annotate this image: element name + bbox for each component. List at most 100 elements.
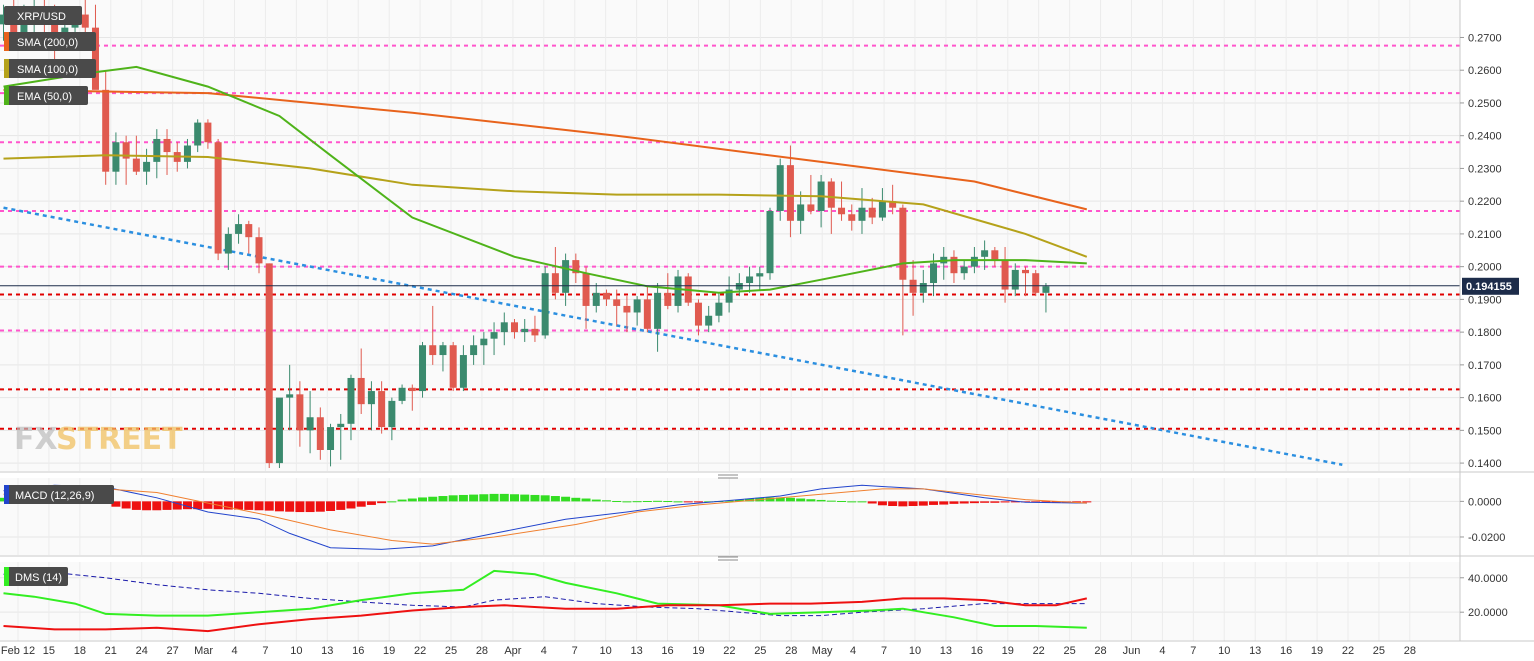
candle-down [408, 384, 416, 411]
candle-body [725, 289, 733, 303]
dms-indicator [3, 569, 1088, 633]
time-tick-label: 13 [630, 645, 642, 657]
candle-down [694, 299, 702, 336]
candle-up [654, 283, 662, 352]
macd-histogram-bar [520, 494, 530, 502]
sma100-tag[interactable]: SMA (100,0) [4, 59, 96, 78]
svg-text:EMA (50,0): EMA (50,0) [17, 91, 72, 103]
candle-body [521, 328, 529, 333]
candle-body [756, 273, 764, 277]
macd-histogram-bar [142, 501, 152, 511]
candle-up [858, 188, 866, 234]
price-tick-label: 0.2200 [1468, 196, 1502, 208]
time-tick-label: 4 [1159, 645, 1165, 657]
macd-histogram-bar [949, 501, 959, 504]
dms-panel-bg [0, 562, 1460, 640]
macd-histogram-bar [438, 496, 448, 502]
candle-up [388, 397, 396, 441]
panel-resize-handle-1[interactable] [718, 474, 738, 479]
macd-histogram-bar [867, 501, 877, 504]
macd-histogram-bar [898, 501, 908, 507]
candle-body [102, 89, 110, 172]
candle-up [337, 413, 345, 460]
macd-histogram-bar [285, 501, 295, 512]
macd-histogram-bar [111, 501, 121, 507]
time-tick-label: 25 [445, 645, 457, 657]
time-tick-label: 25 [754, 645, 766, 657]
candle-body [776, 165, 784, 211]
candle-down [531, 315, 539, 342]
macd-histogram-bar [234, 501, 244, 510]
candle-up [347, 374, 355, 441]
candle-body [950, 256, 958, 274]
candle-down [1022, 266, 1029, 297]
candle-down [827, 178, 835, 234]
svg-text:SMA (100,0): SMA (100,0) [17, 64, 78, 76]
candle-body [858, 207, 866, 221]
macd-histogram-bar [172, 501, 182, 510]
time-tick-label: 24 [136, 645, 148, 657]
candle-body [204, 122, 212, 143]
ema50-tag[interactable]: EMA (50,0) [4, 86, 88, 105]
candle-up [439, 341, 447, 372]
candle-body [797, 204, 805, 221]
instrument-tag: XRP/USD [4, 6, 82, 25]
candle-body [132, 158, 140, 172]
candle-body [408, 387, 416, 392]
candle-body [480, 338, 488, 346]
candle-body [347, 377, 355, 424]
candle-down [551, 247, 559, 300]
candle-body [582, 273, 590, 306]
candle-up [633, 296, 641, 326]
dms-tag[interactable]: DMS (14) [4, 567, 68, 586]
candle-up [1042, 283, 1050, 313]
time-tick-label: 10 [290, 645, 302, 657]
candle-body [848, 214, 856, 221]
time-tick-label: 13 [1249, 645, 1261, 657]
candle-up [327, 423, 335, 467]
candle-body [10, 14, 18, 38]
time-tick-label: 7 [1190, 645, 1196, 657]
sma200-tag[interactable]: SMA (200,0) [4, 32, 96, 51]
candle-up [275, 397, 283, 468]
price-tick-label: 0.1400 [1468, 458, 1502, 470]
candle-up [419, 341, 427, 398]
candle-up [592, 283, 600, 313]
macd-histogram-bar [847, 501, 857, 503]
candle-body [112, 142, 120, 172]
candle-body [194, 122, 202, 146]
candle-up [960, 260, 968, 280]
candle-up [398, 384, 406, 405]
macd-histogram-bar [550, 496, 560, 502]
time-tick-label: 22 [414, 645, 426, 657]
candle-down [889, 184, 897, 215]
candle-body [960, 266, 968, 274]
macd-histogram-bar [980, 501, 990, 503]
macd-panel-bg [0, 478, 1460, 555]
macd-histogram-bar [653, 500, 663, 502]
candle-down [643, 286, 651, 333]
macd-histogram-bar [469, 494, 479, 502]
macd-histogram-bar [295, 501, 305, 513]
candle-body [909, 279, 917, 293]
candle-body [163, 138, 171, 153]
macd-histogram-bar [1000, 501, 1010, 503]
macd-histogram-bar [693, 501, 703, 503]
candle-up [286, 364, 294, 431]
time-tick-label: 19 [383, 645, 395, 657]
panel-resize-handle-2[interactable] [718, 556, 738, 561]
macd-histogram-bar [244, 501, 254, 510]
candle-body [296, 394, 304, 431]
macd-histogram-bar [734, 499, 744, 502]
candle-up [705, 305, 713, 333]
candle-up [562, 253, 570, 306]
macd-histogram-bar [929, 501, 939, 505]
candle-down [511, 319, 518, 339]
macd-histogram-bar [152, 501, 162, 511]
macd-histogram-bar [785, 497, 795, 502]
macd-tag[interactable]: MACD (12,26,9) [4, 485, 114, 504]
gridlines [0, 0, 1460, 641]
macd-histogram-bar [336, 501, 346, 510]
candle-body [613, 299, 621, 306]
